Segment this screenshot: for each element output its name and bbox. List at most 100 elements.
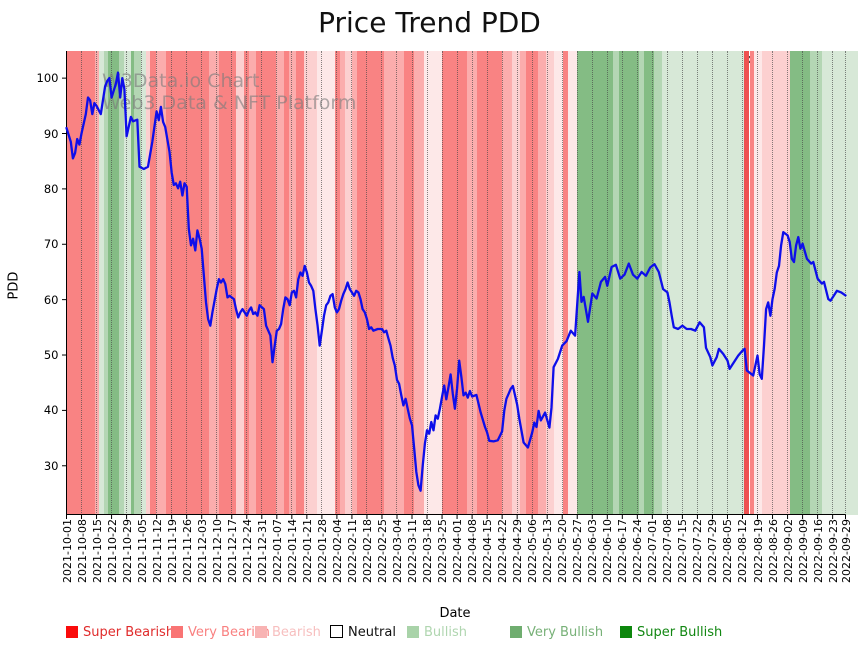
weekly-gridline xyxy=(141,51,143,515)
weekly-gridline xyxy=(832,51,834,515)
weekly-gridline xyxy=(111,51,113,515)
x-axis-label: Date xyxy=(439,606,471,621)
x-tick-label: 2021-10-22 xyxy=(105,519,119,583)
weekly-gridline xyxy=(621,51,623,515)
weekly-gridline xyxy=(291,51,293,515)
legend-label: Very Bullish xyxy=(527,625,604,640)
x-tick-label: 2022-06-17 xyxy=(616,519,630,583)
watermark: W3Data.io Chart Web3 Data & NFT Platform xyxy=(102,70,356,114)
legend-item-super_bearish: Super Bearish xyxy=(66,621,174,640)
weekly-gridline xyxy=(576,51,578,515)
weekly-gridline xyxy=(802,51,804,515)
x-tick-label: 2022-02-25 xyxy=(375,519,389,583)
weekly-gridline xyxy=(381,51,383,515)
x-tick-label: 2022-09-16 xyxy=(811,519,825,583)
weekly-gridline xyxy=(681,51,683,515)
sentiment-band xyxy=(442,51,468,515)
sentiment-band xyxy=(141,51,147,515)
weekly-gridline xyxy=(81,51,83,515)
sentiment-band xyxy=(537,51,547,515)
x-tick-label: 2022-05-27 xyxy=(571,519,585,583)
weekly-gridline xyxy=(171,51,173,515)
weekly-gridline xyxy=(216,51,218,515)
legend-swatch-very_bearish xyxy=(171,626,183,638)
weekly-gridline xyxy=(845,51,846,515)
sentiment-band xyxy=(567,51,577,515)
x-tick-label: 2022-03-04 xyxy=(390,519,404,583)
y-tick-label: 70 xyxy=(43,237,59,252)
sentiment-band xyxy=(149,51,156,515)
weekly-gridline xyxy=(441,51,443,515)
sentiment-band xyxy=(754,51,763,515)
weekly-gridline xyxy=(366,51,368,515)
sentiment-band xyxy=(562,51,568,515)
x-tick-label: 2022-05-13 xyxy=(541,519,555,583)
sentiment-band xyxy=(255,51,276,515)
weekly-gridline xyxy=(246,51,248,515)
weekly-gridline xyxy=(126,51,128,515)
sentiment-band xyxy=(644,51,655,515)
weekly-gridline xyxy=(336,51,338,515)
x-tick-label: 2022-03-25 xyxy=(436,519,450,583)
weekly-gridline xyxy=(636,51,638,515)
legend-label: Bullish xyxy=(424,625,468,640)
x-tick-label: 2022-07-01 xyxy=(646,519,660,583)
sentiment-band xyxy=(502,51,513,515)
weekly-gridline xyxy=(817,51,819,515)
sentiment-band xyxy=(749,51,755,515)
sentiment-band xyxy=(146,51,150,515)
y-tick-label: 30 xyxy=(43,458,59,473)
legend-item-neutral: Neutral xyxy=(330,621,396,640)
x-tick-label: 2022-07-15 xyxy=(676,519,690,583)
weekly-gridline xyxy=(546,51,548,515)
x-tick-label: 2022-04-29 xyxy=(511,519,525,583)
weekly-gridline xyxy=(156,51,158,515)
weekly-gridline xyxy=(276,51,278,515)
sentiment-band xyxy=(134,51,142,515)
x-tick-label: 2022-04-08 xyxy=(466,519,480,583)
weekly-gridline xyxy=(531,51,533,515)
weekly-gridline xyxy=(201,51,203,515)
legend-item-bearish: Bearish xyxy=(255,621,321,640)
legend-label: Super Bullish xyxy=(637,625,723,640)
x-tick-label: 2022-04-22 xyxy=(496,519,510,583)
weekly-gridline xyxy=(186,51,188,515)
x-tick-label: 2021-11-12 xyxy=(150,519,164,583)
sentiment-band xyxy=(423,51,443,515)
y-axis-label: PDD xyxy=(6,271,22,300)
watermark-line2: Web3 Data & NFT Platform xyxy=(102,92,357,114)
x-tick-label: 2021-12-31 xyxy=(255,519,269,583)
x-tick-label: 2022-07-22 xyxy=(691,519,705,583)
weekly-gridline xyxy=(411,51,413,515)
sentiment-band xyxy=(98,51,104,515)
sentiment-band xyxy=(403,51,415,515)
sentiment-band xyxy=(209,51,219,515)
sentiment-band xyxy=(119,51,125,515)
y-tick-label: 50 xyxy=(43,348,59,363)
x-tick-label: 2022-06-10 xyxy=(601,519,615,583)
sentiment-band xyxy=(519,51,527,515)
x-tick-label: 2022-09-23 xyxy=(826,519,840,583)
weekly-gridline xyxy=(741,51,743,515)
sentiment-band xyxy=(654,51,663,515)
sentiment-band xyxy=(809,51,823,515)
price-line xyxy=(65,71,847,492)
sentiment-band xyxy=(512,51,520,515)
sentiment-bands-layer xyxy=(66,51,859,515)
legend-label: Neutral xyxy=(348,625,396,640)
x-tick-label: 2021-12-24 xyxy=(240,519,254,583)
x-tick-label: 2022-01-14 xyxy=(285,519,299,583)
x-tick-label: 2021-12-03 xyxy=(195,519,209,583)
sentiment-band xyxy=(155,51,166,515)
x-tick-label: 2022-06-24 xyxy=(631,519,645,583)
legend-item-very_bearish: Very Bearish xyxy=(171,621,270,640)
x-tick-label: 2021-11-19 xyxy=(165,519,179,583)
x-tick-label: 2022-08-05 xyxy=(721,519,735,583)
weekly-gridline xyxy=(426,51,428,515)
sentiment-band xyxy=(414,51,424,515)
x-tick-label: 2021-10-15 xyxy=(90,519,104,583)
legend-swatch-neutral xyxy=(330,625,343,638)
weekly-gridline xyxy=(486,51,488,515)
weekly-gridline xyxy=(757,51,758,515)
